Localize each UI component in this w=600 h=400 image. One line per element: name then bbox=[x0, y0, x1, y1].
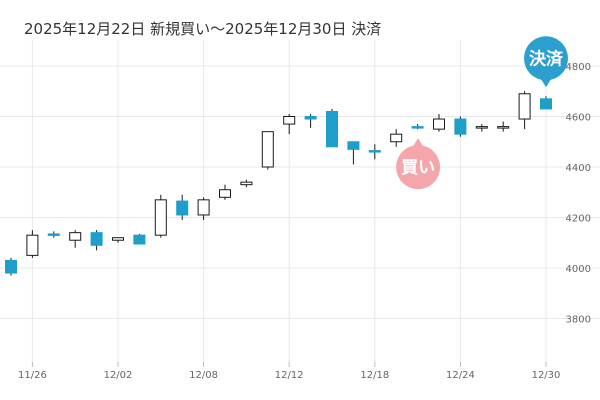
y-tick-label: 4000 bbox=[566, 264, 591, 275]
candle-up bbox=[240, 179, 253, 188]
candle-down bbox=[133, 233, 146, 245]
candle-body bbox=[454, 118, 467, 135]
x-tick-label: 12/30 bbox=[532, 370, 561, 381]
candle-down bbox=[540, 96, 552, 110]
x-tick-label: 12/24 bbox=[446, 370, 475, 381]
candle-body bbox=[475, 126, 488, 129]
y-tick-label: 4600 bbox=[566, 113, 591, 124]
candle-body bbox=[261, 131, 274, 168]
x-tick-label: 12/08 bbox=[189, 370, 218, 381]
candle-body bbox=[540, 98, 552, 110]
settle-marker: 決済 bbox=[524, 36, 568, 88]
candle-body bbox=[133, 234, 146, 245]
candle-body bbox=[390, 133, 403, 143]
candle-down bbox=[326, 108, 338, 148]
candle-body bbox=[69, 232, 82, 241]
marker-bubble bbox=[396, 145, 441, 190]
candle-up bbox=[261, 131, 274, 170]
candle-body bbox=[197, 199, 210, 216]
candle-body bbox=[112, 237, 124, 241]
candle-body bbox=[304, 116, 317, 120]
x-tick-label: 12/18 bbox=[360, 370, 389, 381]
grid-layer bbox=[0, 40, 600, 367]
candle-body bbox=[368, 150, 381, 153]
candle-up bbox=[219, 184, 231, 200]
y-tick-label: 3800 bbox=[566, 315, 591, 326]
candle-down bbox=[347, 141, 360, 165]
candle-body bbox=[326, 110, 338, 148]
y-tick-label: 4400 bbox=[566, 163, 591, 174]
candle-body bbox=[347, 141, 360, 150]
marker-label: 決済 bbox=[529, 48, 564, 69]
y-axis-ticks: 3800 4000 4200 4400 4600 4800 bbox=[566, 62, 591, 326]
marker-bubble bbox=[524, 36, 568, 81]
x-tick-label: 11/26 bbox=[18, 370, 47, 381]
candle-body bbox=[497, 126, 510, 129]
marker-pointer bbox=[412, 138, 424, 148]
candle-down bbox=[411, 124, 424, 130]
candle-down bbox=[47, 231, 60, 238]
candle-layer bbox=[5, 91, 552, 276]
x-tick-label: 12/02 bbox=[104, 370, 133, 381]
candle-body bbox=[26, 234, 39, 256]
candle-up bbox=[112, 237, 124, 243]
candle-up bbox=[283, 113, 296, 135]
candle-up bbox=[497, 121, 510, 132]
y-tick-label: 4200 bbox=[566, 214, 591, 225]
marker-pointer bbox=[540, 78, 552, 88]
candle-body bbox=[90, 232, 103, 246]
candle-up bbox=[154, 194, 167, 238]
buy-marker: 買い bbox=[396, 138, 441, 190]
candle-up bbox=[26, 230, 39, 258]
marker-label: 買い bbox=[401, 158, 435, 178]
candle-body bbox=[219, 189, 231, 198]
candle-down bbox=[304, 113, 317, 128]
candle-down bbox=[5, 257, 17, 276]
y-tick-label: 4800 bbox=[566, 62, 591, 73]
candle-down bbox=[176, 194, 189, 221]
candle-body bbox=[154, 199, 167, 236]
candle-body bbox=[5, 259, 17, 274]
candle-down bbox=[90, 230, 103, 251]
candle-up bbox=[69, 230, 82, 248]
candle-body bbox=[47, 233, 60, 236]
candle-up bbox=[390, 129, 403, 147]
candle-down bbox=[368, 144, 381, 160]
candle-body bbox=[176, 200, 189, 216]
candle-body bbox=[240, 181, 253, 186]
candle-body bbox=[283, 116, 296, 125]
candle-body bbox=[518, 93, 531, 120]
candle-body bbox=[433, 118, 445, 130]
candle-body bbox=[411, 126, 424, 129]
x-tick-label: 12/12 bbox=[275, 370, 304, 381]
candle-up bbox=[518, 91, 531, 130]
x-axis-ticks: 11/26 12/02 12/08 12/12 12/18 12/24 12/30 bbox=[18, 370, 560, 381]
chart-title: 2025年12月22日 新規買い～2025年12月30日 決済 bbox=[24, 20, 382, 38]
marker-layer: 買い 決済 bbox=[396, 36, 568, 190]
candle-up bbox=[197, 197, 210, 221]
candle-up bbox=[475, 124, 488, 132]
candle-down bbox=[454, 116, 467, 137]
candle-up bbox=[433, 113, 445, 132]
